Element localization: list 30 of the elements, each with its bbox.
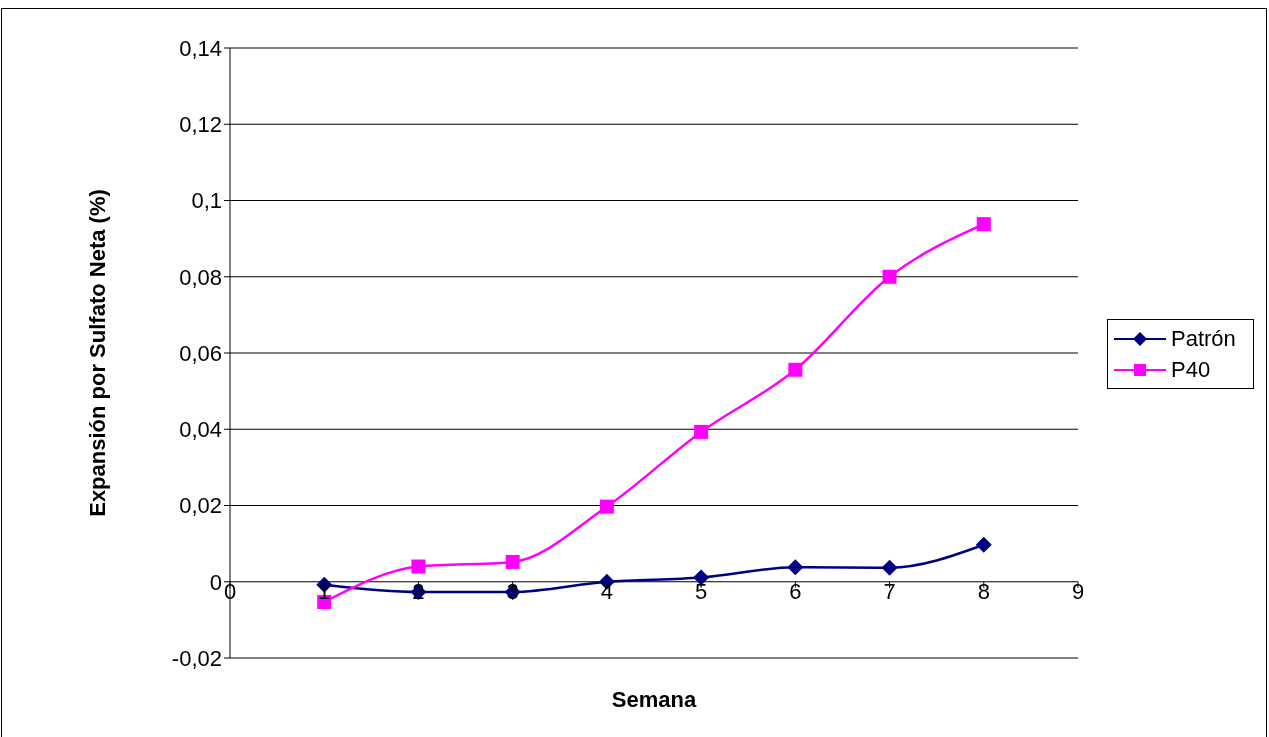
legend-label: Patrón bbox=[1171, 325, 1236, 352]
point bbox=[787, 559, 804, 576]
y-tick-label: 0,06 bbox=[179, 340, 222, 366]
x-tick-label: 8 bbox=[977, 578, 990, 604]
point bbox=[599, 499, 614, 514]
point bbox=[975, 536, 992, 553]
y-tick-label: 0,04 bbox=[179, 417, 222, 443]
x-tick-label: 5 bbox=[694, 578, 708, 604]
y-tick-label: 0,08 bbox=[179, 264, 222, 290]
point bbox=[788, 362, 803, 377]
point bbox=[411, 559, 426, 574]
y-tick-label: 0,14 bbox=[179, 35, 222, 61]
x-tick-label: 1 bbox=[318, 578, 331, 604]
y-tick-label: 0,1 bbox=[191, 188, 222, 214]
point bbox=[882, 269, 897, 284]
point bbox=[694, 424, 709, 439]
point bbox=[881, 559, 898, 576]
y-tick-label: 0,12 bbox=[179, 112, 222, 138]
legend-label: P40 bbox=[1171, 356, 1211, 383]
y-tick-label: -0,02 bbox=[171, 645, 222, 671]
y-tick-label: 0,02 bbox=[179, 493, 222, 519]
point bbox=[505, 554, 520, 569]
x-tick-label: 7 bbox=[883, 578, 896, 604]
y-axis-title: Expansión por Sulfato Neta (%) bbox=[84, 189, 110, 517]
point bbox=[693, 569, 710, 586]
x-tick-label: 6 bbox=[789, 578, 802, 604]
x-tick-label: 4 bbox=[600, 578, 614, 604]
point bbox=[976, 217, 991, 232]
x-tick-label: 9 bbox=[1071, 578, 1085, 604]
x-axis-title: Semana bbox=[611, 687, 697, 712]
